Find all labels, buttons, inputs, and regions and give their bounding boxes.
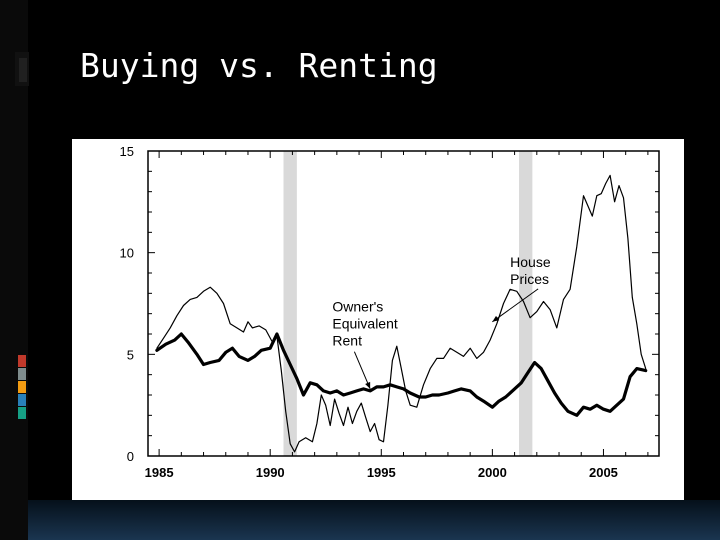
x-tick-label: 2000 <box>478 465 507 480</box>
annotation-arrowhead-0 <box>492 315 500 322</box>
series-line-0 <box>156 174 647 453</box>
annotation-text-0: Prices <box>510 271 549 287</box>
accent-bar-2 <box>18 381 26 393</box>
y-tick-label: 0 <box>127 449 134 464</box>
y-tick-label: 15 <box>120 144 134 159</box>
annotation-arrowhead-1 <box>365 381 371 389</box>
recession-band-1 <box>519 151 533 456</box>
slide-bullet-marker <box>15 52 29 86</box>
accent-bar-1 <box>18 368 26 380</box>
accent-bar-0 <box>18 355 26 367</box>
annotation-text-0: House <box>510 254 551 270</box>
x-tick-label: 1995 <box>367 465 396 480</box>
slide-accent-bars <box>18 355 26 420</box>
x-tick-label: 1990 <box>256 465 285 480</box>
x-tick-label: 2005 <box>589 465 618 480</box>
slide-left-strip <box>0 0 28 540</box>
annotation-arrow-0 <box>492 288 539 323</box>
chart-frame: 0 5 10 15 1985 1990 1995 2000 2005 House Prices Own… <box>72 139 684 500</box>
y-tick-label: 10 <box>120 246 134 261</box>
recession-band-0 <box>283 151 297 456</box>
accent-bar-4 <box>18 407 26 419</box>
y-tick-label: 5 <box>127 347 134 362</box>
x-tick-label: 1985 <box>145 465 174 480</box>
slide-title: Buying vs. Renting <box>80 46 438 85</box>
annotation-arrow-1 <box>353 351 371 390</box>
annotation-text-1: Owner's <box>332 299 383 315</box>
annotation-text-1: Rent <box>332 333 362 349</box>
accent-bar-3 <box>18 394 26 406</box>
annotation-text-1: Equivalent <box>332 316 397 332</box>
slide-bottom-band <box>28 500 720 540</box>
series-line-1 <box>155 332 648 417</box>
